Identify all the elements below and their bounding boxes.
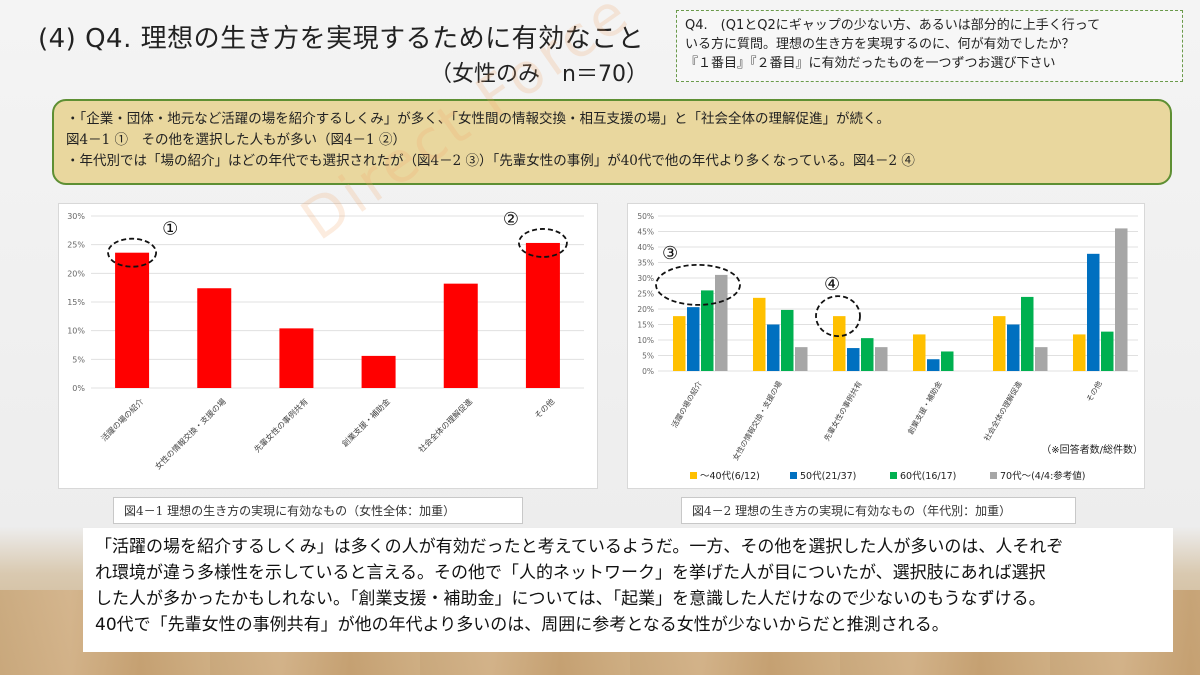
bar [1101, 331, 1114, 371]
bar [1021, 296, 1034, 371]
bar [1073, 334, 1086, 371]
y-tick-label: 15% [637, 321, 654, 330]
bar [361, 355, 396, 388]
bar [767, 324, 780, 371]
slide-title: (4) Q4. 理想の生き方を実現するために有効なこと [38, 24, 645, 54]
y-tick-label: 25% [67, 241, 85, 250]
x-tick-label: 社会全体の理解促進 [416, 396, 474, 454]
bar [443, 283, 478, 388]
bar [1087, 253, 1100, 371]
bar [861, 338, 874, 371]
bar [1007, 324, 1020, 371]
bar [1115, 228, 1128, 371]
question-line: いる方に質問。理想の生き方を実現するのに、何が有効でしたか？ [685, 37, 1075, 52]
legend-swatch [690, 472, 697, 479]
y-tick-label: 35% [637, 259, 654, 268]
bar [115, 252, 150, 388]
commentary-text: 「活躍の場を紹介するしくみ」は多くの人が有効だったと考えているようだ。一方、その… [83, 528, 1173, 652]
legend-swatch [890, 472, 897, 479]
y-tick-label: 30% [67, 212, 85, 221]
bar [941, 351, 954, 371]
bar [795, 347, 808, 371]
legend-label: ～40代(6/12) [700, 471, 760, 482]
chart-panel-by-age: 0% 5% 10% 15% 20% 25% 30% 35% 40% 45% 50% 活躍の場の紹介 女性… [627, 203, 1145, 489]
x-tick-label: 創業支援・補助金 [905, 379, 944, 436]
legend-label: 60代(16/17) [900, 471, 956, 482]
bar [673, 316, 686, 371]
y-tick-label: 10% [637, 336, 654, 345]
y-tick-label: 5% [72, 355, 85, 364]
annotation-label: ④ [824, 274, 840, 295]
commentary-line: 「活躍の場を紹介するしくみ」は多くの人が有効だったと考えているようだ。一方、その… [95, 537, 1064, 557]
x-tick-label: その他 [532, 396, 556, 420]
legend-swatch [990, 472, 997, 479]
caption-by-age: 図4－2 理想の生き方の実現に有効なもの（年代別：加重） [681, 497, 1076, 524]
bar [993, 316, 1006, 371]
summary-line: ・年代別では「場の紹介」はどの年代でも選択されたが（図4－2 ③）「先輩女性の事… [66, 153, 915, 169]
highlight-ellipse [655, 264, 741, 306]
y-tick-label: 20% [67, 269, 85, 278]
chart-by-age: 0% 5% 10% 15% 20% 25% 30% 35% 40% 45% 50% 活躍の場の紹介 女性… [637, 212, 1143, 482]
bar [913, 334, 926, 371]
highlight-ellipse [815, 295, 861, 338]
annotation-label: ① [162, 219, 178, 240]
x-tick-label: 活躍の場の紹介 [669, 379, 704, 430]
summary-line: ・「企業・団体・地元など活躍の場を紹介するしくみ」が多く、「女性間の情報交換・相… [66, 111, 891, 127]
x-tick-label: 社会全体の理解促進 [981, 379, 1024, 443]
y-tick-label: 40% [637, 243, 654, 252]
bar [701, 290, 714, 371]
highlight-ellipse [518, 228, 568, 258]
bar [753, 297, 766, 371]
bar [715, 274, 728, 371]
x-tick-label: 女性の情報交換・支援の場 [153, 396, 228, 471]
respondent-note: （※回答者数/総件数） [1041, 443, 1143, 456]
question-line: Q4. (Q1とQ2にギャップの少ない方、あるいは部分的に上手く行って [685, 18, 1101, 33]
y-tick-label: 15% [67, 298, 85, 307]
question-box: Q4. (Q1とQ2にギャップの少ない方、あるいは部分的に上手く行って いる方に… [676, 10, 1183, 82]
summary-box: ・「企業・団体・地元など活躍の場を紹介するしくみ」が多く、「女性間の情報交換・相… [52, 99, 1172, 185]
bar [525, 242, 560, 388]
y-tick-label: 25% [637, 290, 654, 299]
bar [197, 288, 232, 388]
legend-label: 50代(21/37) [800, 471, 856, 482]
chart-overall: 0% 5% 10% 15% 20% 25% 30% 活躍の場の紹介 女性の情報交換・支援の場 先輩… [67, 209, 584, 471]
x-tick-label: その他 [1084, 379, 1104, 404]
y-tick-label: 45% [637, 228, 654, 237]
bar [927, 359, 940, 371]
y-tick-label: 30% [637, 274, 654, 283]
bar [1035, 347, 1048, 371]
y-tick-label: 20% [637, 305, 654, 314]
summary-line: 図4－1 ① その他を選択した人もが多い（図4－1 ②） [66, 132, 406, 148]
bar [847, 348, 860, 371]
annotation-label: ② [503, 209, 519, 230]
commentary-line: した人が多かったかもしれない。「創業支援・補助金」については、「起業」を意識した… [95, 589, 1046, 609]
bar [781, 309, 794, 371]
y-tick-label: 5% [642, 352, 654, 361]
question-line: 『１番目』『２番目』に有効だったものを一つずつお選び下さい [685, 56, 1056, 71]
y-tick-label: 50% [637, 212, 654, 221]
x-tick-label: 女性の情報交換・支援の場 [730, 379, 784, 462]
y-tick-label: 10% [67, 327, 85, 336]
y-tick-label: 0% [642, 367, 654, 376]
legend-label: 70代～(4/4:参考値) [1000, 470, 1086, 482]
x-tick-label: 先輩女性の事例共有 [821, 379, 864, 443]
bar [875, 347, 888, 371]
commentary-line: 40代で「先輩女性の事例共有」が他の年代より多いのは、周囲に参考となる女性が少な… [95, 615, 949, 635]
x-tick-label: 先輩女性の事例共有 [252, 396, 310, 454]
slide-subtitle: （女性のみ n＝70） [430, 62, 648, 87]
legend-swatch [790, 472, 797, 479]
x-tick-label: 活躍の場の紹介 [99, 396, 146, 443]
highlight-ellipse [107, 237, 157, 268]
bar [279, 328, 314, 388]
y-tick-label: 0% [72, 384, 85, 393]
x-tick-label: 創業支援・補助金 [340, 396, 392, 448]
annotation-label: ③ [662, 243, 678, 264]
chart-panel-overall: 0% 5% 10% 15% 20% 25% 30% 活躍の場の紹介 女性の情報交換・支援の場 先輩… [58, 203, 598, 489]
commentary-line: れ環境が違う多様性を示していると言える。その他で「人的ネットワーク」を挙げた人が… [95, 563, 1046, 583]
bar [687, 307, 700, 371]
caption-overall: 図4－1 理想の生き方の実現に有効なもの（女性全体：加重） [113, 497, 523, 524]
bar [833, 316, 846, 371]
